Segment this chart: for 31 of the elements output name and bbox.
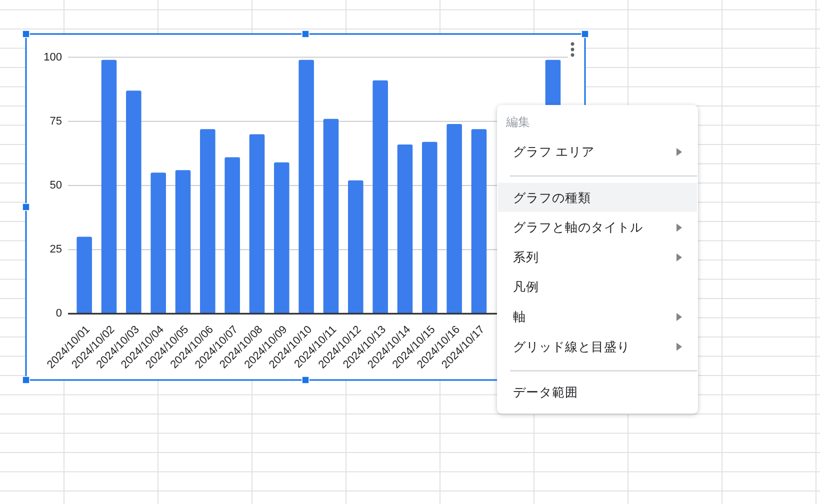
bar (298, 60, 314, 314)
text: グリッド線と目盛り (513, 340, 630, 354)
bar (372, 80, 388, 314)
bar (150, 172, 166, 314)
bar (397, 144, 413, 314)
annotation: 軸 (513, 310, 526, 324)
bar (126, 90, 142, 314)
bar (224, 157, 240, 314)
annotation: 編集 (505, 115, 530, 129)
bar (446, 124, 462, 314)
y-tick-label: 50 (50, 180, 62, 192)
bar (274, 162, 290, 314)
bar (422, 142, 438, 314)
bar (471, 129, 487, 314)
y-tick-label: 25 (50, 244, 62, 256)
annotation: 系列 (513, 250, 539, 264)
annotation: 凡例 (513, 280, 539, 294)
bar (249, 134, 265, 314)
bar (101, 60, 117, 314)
y-tick-label: 75 (50, 115, 62, 128)
text: データ範囲 (513, 386, 578, 400)
annotation: グラフ エリア (513, 145, 595, 159)
y-tick-label: 100 (44, 51, 62, 64)
bar (323, 118, 339, 314)
bar (76, 236, 92, 314)
annotation: グラフの種類 (513, 190, 591, 205)
bar (200, 129, 216, 314)
bar (348, 180, 364, 314)
bar (175, 170, 191, 314)
annotation: グラフと軸のタイトル (513, 220, 643, 235)
y-tick-label: 0 (56, 308, 62, 320)
